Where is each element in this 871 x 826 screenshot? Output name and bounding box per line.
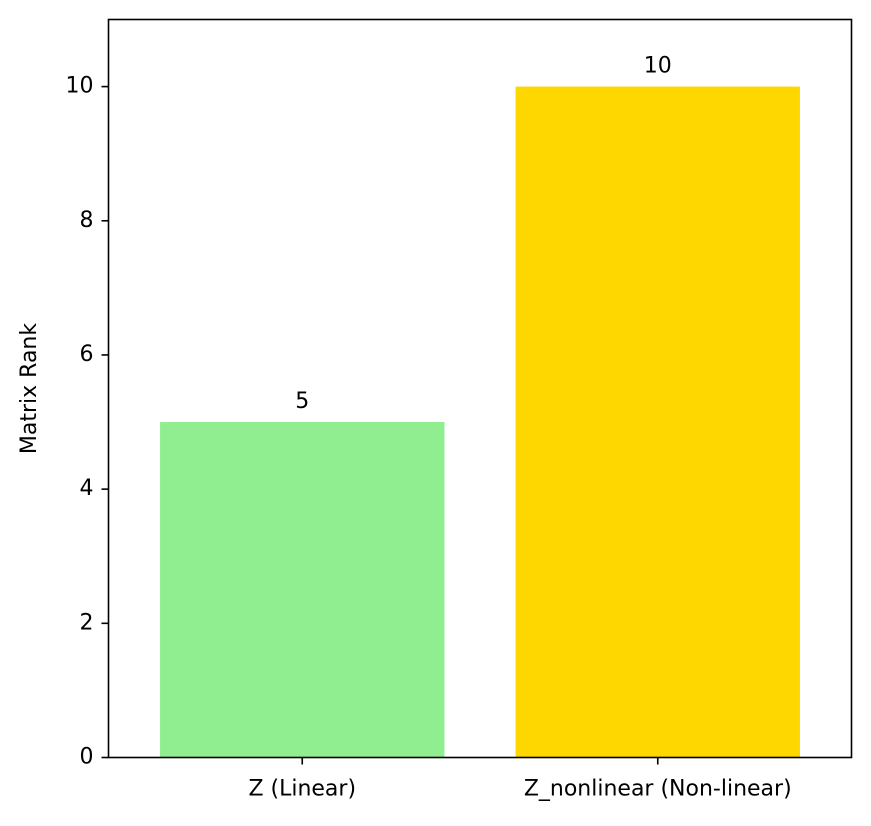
x-axis: Z (Linear) Z_nonlinear (Non-linear): [248, 757, 792, 802]
y-tick-label-10: 10: [66, 74, 94, 99]
bars-layer: [160, 86, 800, 758]
x-tick-label-1: Z (Linear): [248, 777, 356, 802]
bar-1: [160, 422, 445, 758]
bar-2: [515, 86, 800, 758]
y-axis-label: Matrix Rank: [17, 323, 42, 454]
x-tick-label-2: Z_nonlinear (Non-linear): [524, 777, 792, 802]
bar-1-value-label: 5: [295, 389, 309, 414]
y-tick-label-6: 6: [80, 342, 94, 367]
bar-2-value-label: 10: [644, 54, 672, 79]
plot-area-frame: [107, 18, 853, 759]
y-tick-label-4: 4: [80, 476, 94, 501]
y-axis: 0 2 4 6 8 10: [66, 74, 109, 770]
y-tick-label-0: 0: [80, 745, 94, 770]
y-tick-label-2: 2: [80, 610, 94, 635]
y-tick-label-8: 8: [80, 208, 94, 233]
data-labels-layer: 5 10: [295, 54, 672, 414]
